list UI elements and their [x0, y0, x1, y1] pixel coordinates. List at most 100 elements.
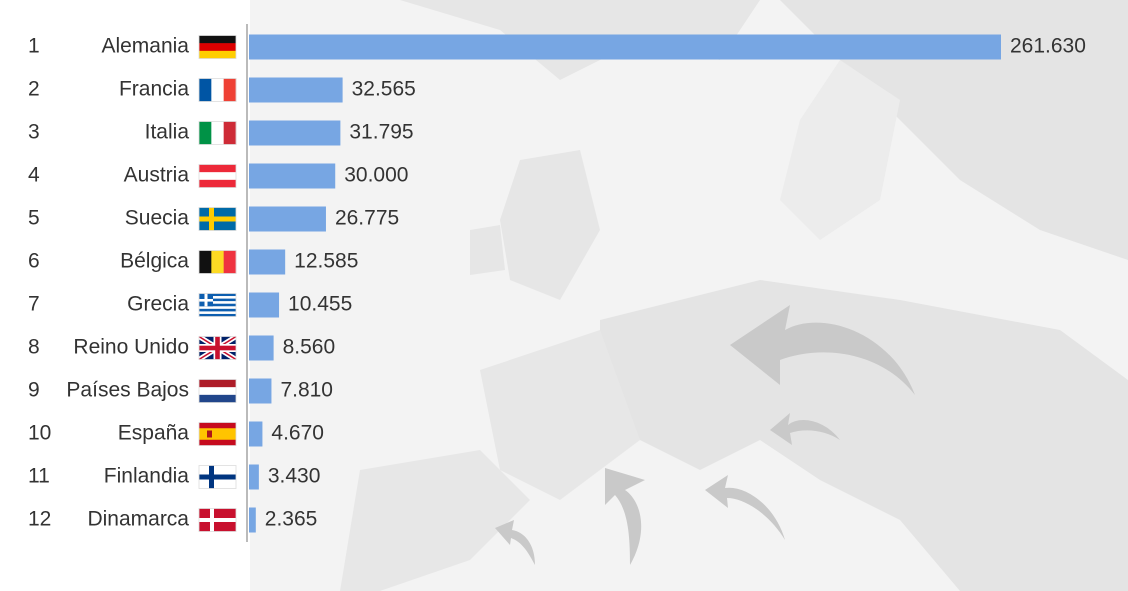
flag-part — [199, 121, 212, 145]
flag — [198, 293, 237, 317]
bar — [249, 292, 280, 318]
bar — [249, 120, 341, 146]
value-label: 32.565 — [352, 78, 416, 101]
flag — [198, 250, 237, 274]
category-label: Dinamarca — [87, 508, 189, 531]
flag — [198, 35, 237, 59]
category-label: Bélgica — [120, 250, 189, 273]
value-label: 12.585 — [294, 250, 358, 273]
bar — [249, 77, 343, 103]
flag-part — [199, 518, 236, 522]
flag-part — [199, 439, 236, 446]
flag-part — [223, 121, 237, 145]
flag-part — [211, 78, 224, 102]
flag-part — [207, 430, 212, 438]
flag-part — [199, 474, 236, 480]
map-background — [246, 0, 1128, 591]
flag-part — [199, 345, 236, 351]
flag-border — [198, 379, 237, 403]
flag-part — [199, 78, 212, 102]
flag — [198, 422, 237, 446]
bar — [249, 507, 256, 533]
flag-part — [199, 301, 236, 304]
flag-part — [199, 313, 236, 317]
flag — [197, 334, 238, 362]
flag-border — [198, 164, 237, 188]
bar — [249, 163, 336, 189]
category-label: Austria — [124, 164, 190, 187]
flag-border — [198, 250, 237, 274]
flag — [198, 164, 237, 188]
category-label: Alemania — [101, 35, 189, 58]
flag-part — [199, 216, 236, 222]
rank-label: 5 — [28, 207, 40, 230]
category-label: Reino Unido — [73, 336, 189, 359]
flag — [198, 465, 237, 489]
bar — [249, 378, 272, 404]
flag — [198, 508, 237, 532]
category-label: Suecia — [125, 207, 190, 230]
rank-label: 2 — [28, 78, 40, 101]
flag-part — [199, 298, 236, 302]
flag-part — [199, 394, 236, 403]
flag-part — [199, 387, 236, 396]
flag-part — [199, 179, 236, 188]
bar — [249, 421, 263, 447]
value-label: 30.000 — [344, 164, 408, 187]
bar — [249, 464, 259, 490]
flag-border — [198, 121, 237, 145]
flag-border — [198, 336, 237, 360]
value-label: 8.560 — [283, 336, 336, 359]
value-label: 10.455 — [288, 293, 352, 316]
value-label: 7.810 — [280, 379, 333, 402]
flag-part — [199, 308, 236, 312]
flag-part — [199, 172, 236, 181]
flag-border — [198, 293, 237, 317]
category-label: Francia — [119, 78, 189, 101]
flag-part — [199, 379, 236, 388]
flag-part — [211, 121, 224, 145]
rank-label: 7 — [28, 293, 40, 316]
category-label: España — [118, 422, 190, 445]
flag-border — [198, 508, 237, 532]
rank-label: 1 — [28, 35, 40, 58]
value-label: 261.630 — [1010, 35, 1086, 58]
flag-border — [198, 422, 237, 446]
rank-label: 11 — [28, 465, 50, 488]
bar — [249, 34, 1001, 60]
flag — [198, 78, 237, 102]
flag-part — [199, 293, 236, 297]
flag-border — [198, 35, 237, 59]
value-label: 26.775 — [335, 207, 399, 230]
rank-label: 4 — [28, 164, 40, 187]
flag — [198, 121, 237, 145]
rank-label: 6 — [28, 250, 40, 273]
flag-part — [199, 50, 236, 59]
flag-part — [199, 35, 236, 44]
flag-part — [223, 250, 237, 274]
flag-border — [198, 207, 237, 231]
flag — [198, 207, 237, 231]
flag-part — [199, 311, 236, 315]
value-label: 2.365 — [265, 508, 318, 531]
flag-part — [199, 299, 213, 302]
flag-part — [211, 250, 224, 274]
category-label: Países Bajos — [66, 379, 189, 402]
rank-label: 3 — [28, 121, 40, 144]
bar — [249, 335, 274, 361]
flag-part — [223, 78, 237, 102]
flag-part — [199, 43, 236, 52]
rank-label: 12 — [28, 508, 51, 531]
flag-part — [199, 164, 236, 173]
value-label: 3.430 — [268, 465, 321, 488]
flag-part — [199, 422, 236, 429]
value-label: 4.670 — [271, 422, 324, 445]
rank-label: 9 — [28, 379, 40, 402]
bar — [249, 249, 286, 275]
rank-label: 8 — [28, 336, 40, 359]
category-label: Italia — [145, 121, 190, 144]
bar — [249, 206, 326, 232]
value-label: 31.795 — [349, 121, 413, 144]
category-label: Grecia — [127, 293, 189, 316]
